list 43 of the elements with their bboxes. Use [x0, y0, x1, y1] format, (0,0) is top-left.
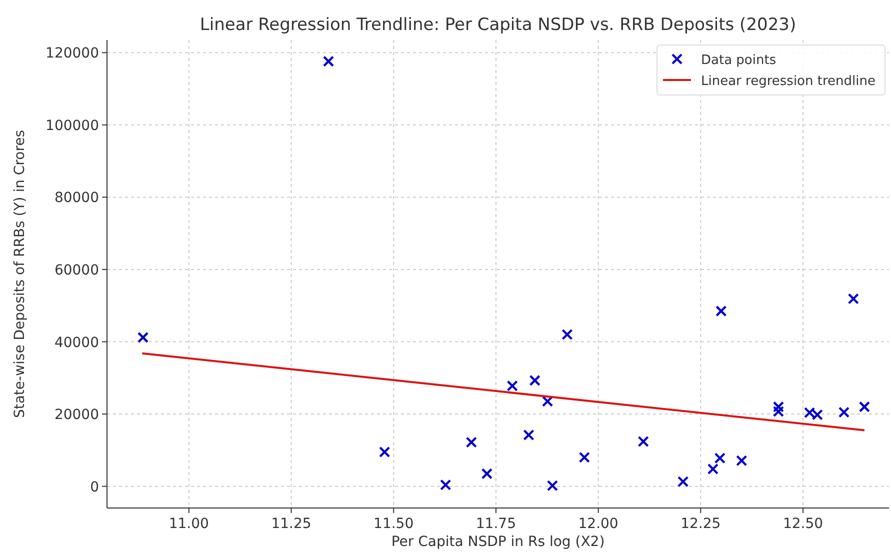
x-tick-label: 11.25 — [271, 516, 312, 532]
point — [466, 436, 477, 448]
point — [677, 476, 689, 488]
x-tick-label: 11.50 — [374, 516, 414, 532]
x-axis-title: Per Capita NSDP in Rs log (X2) — [391, 534, 605, 550]
point — [858, 401, 870, 412]
x-tick-label: 11.75 — [476, 516, 516, 532]
x-tick-label: 12.50 — [782, 516, 824, 532]
y-tick-label: 80000 — [54, 190, 99, 206]
y-tick-label: 0 — [90, 479, 99, 496]
point — [716, 305, 727, 317]
point — [714, 452, 726, 464]
point — [440, 479, 452, 490]
y-tick-label: 20000 — [54, 407, 99, 424]
y-tick-label: 120000 — [46, 46, 99, 62]
x-tick-label: 12.00 — [578, 516, 618, 532]
point — [707, 463, 719, 475]
y-tick-label: 100000 — [46, 118, 99, 134]
y-tick-label: 60000 — [54, 262, 99, 278]
point — [378, 446, 390, 458]
legend-label: Linear regression trendline — [701, 74, 876, 89]
point — [848, 293, 859, 304]
x-tick-label: 11.00 — [168, 516, 209, 532]
point — [562, 328, 573, 340]
point — [838, 406, 850, 418]
point — [542, 396, 554, 407]
point — [481, 468, 493, 480]
y-axis-title: State-wise Deposits of RRBs (Y) in Crores — [12, 130, 28, 418]
point — [546, 480, 558, 492]
point — [506, 380, 518, 392]
y-tick-label: 40000 — [54, 334, 99, 351]
point — [322, 56, 334, 67]
point — [736, 455, 748, 466]
point — [638, 436, 649, 448]
point — [772, 401, 784, 412]
point — [578, 452, 590, 464]
x-tick-label: 12.25 — [680, 516, 721, 532]
point — [772, 406, 784, 418]
legend-label: Data points — [701, 53, 776, 68]
chart-title: Linear Regression Trendline: Per Capita NSDP vs. RRB Deposits (2023) — [200, 15, 796, 35]
point — [529, 374, 540, 386]
point — [523, 429, 534, 441]
point — [137, 332, 149, 344]
